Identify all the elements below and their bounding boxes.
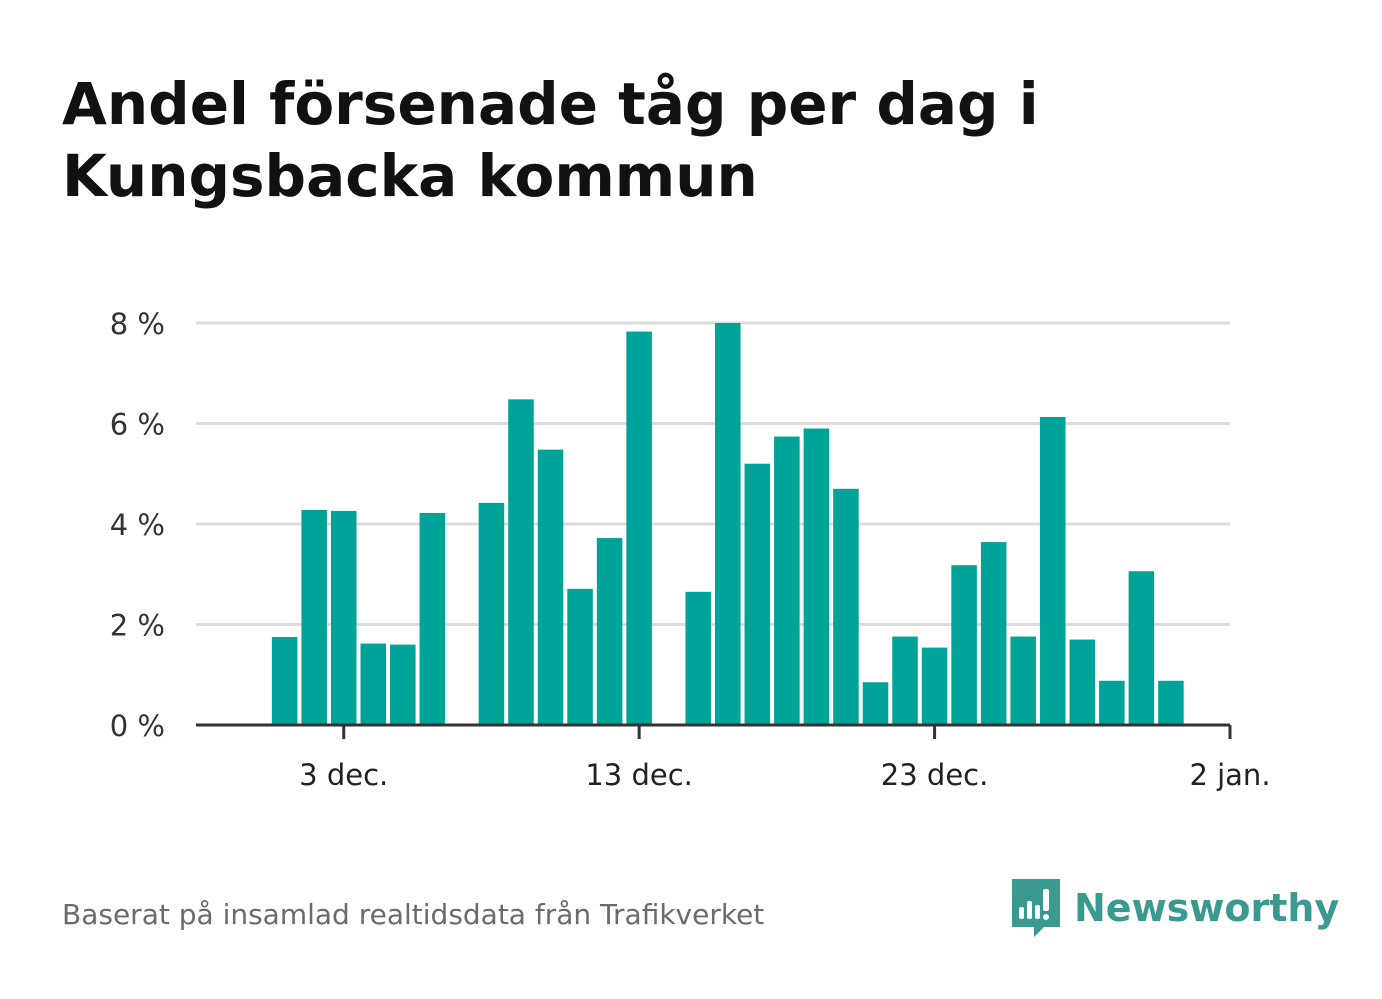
bar — [803, 428, 830, 725]
bar-series — [271, 323, 1184, 725]
bar — [567, 588, 593, 725]
x-tick-label: 23 dec. — [881, 758, 989, 792]
y-tick-label: 4 % — [110, 508, 165, 542]
bar — [330, 510, 357, 725]
bar — [833, 488, 859, 725]
bar — [1010, 636, 1036, 725]
bar — [596, 538, 623, 725]
chart-title: Andel försenade tåg per dag i Kungsbacka… — [62, 70, 1039, 210]
bar — [626, 331, 652, 725]
bar — [419, 512, 446, 725]
bar — [980, 542, 1007, 725]
bar — [478, 502, 505, 725]
x-axis — [196, 723, 1232, 739]
brand-logo[interactable]: Newsworthy — [1010, 876, 1339, 940]
bar — [1099, 680, 1125, 725]
bar — [301, 509, 327, 725]
bar — [774, 436, 800, 725]
x-tick-label: 13 dec. — [585, 758, 693, 792]
y-axis-labels: 0 % 2 % 4 % 6 % 8 % — [110, 307, 165, 743]
y-tick-label: 6 % — [110, 408, 165, 442]
bar — [390, 644, 416, 725]
bar — [892, 636, 918, 725]
bar — [1158, 680, 1184, 725]
bar — [508, 399, 534, 725]
bar — [1039, 416, 1066, 725]
bar — [951, 565, 977, 725]
bar — [744, 463, 771, 725]
brand-name: Newsworthy — [1074, 886, 1340, 930]
bar — [715, 323, 741, 725]
bar — [537, 449, 564, 725]
x-axis-labels: 3 dec. 13 dec. 23 dec. 2 jan. — [299, 758, 1270, 792]
newsworthy-logo-icon — [1012, 879, 1060, 937]
bar — [1128, 571, 1155, 725]
y-tick-label: 8 % — [110, 307, 165, 341]
x-tick-label: 3 dec. — [299, 758, 388, 792]
bar — [360, 643, 387, 725]
bar — [921, 647, 948, 725]
bar — [1069, 639, 1096, 725]
source-note: Baserat på insamlad realtidsdata från Tr… — [62, 898, 765, 931]
bar — [862, 682, 889, 725]
bar — [271, 637, 298, 725]
bar — [685, 591, 711, 725]
y-tick-label: 0 % — [110, 709, 165, 743]
x-tick-label: 2 jan. — [1189, 758, 1270, 792]
y-tick-label: 2 % — [110, 609, 165, 643]
